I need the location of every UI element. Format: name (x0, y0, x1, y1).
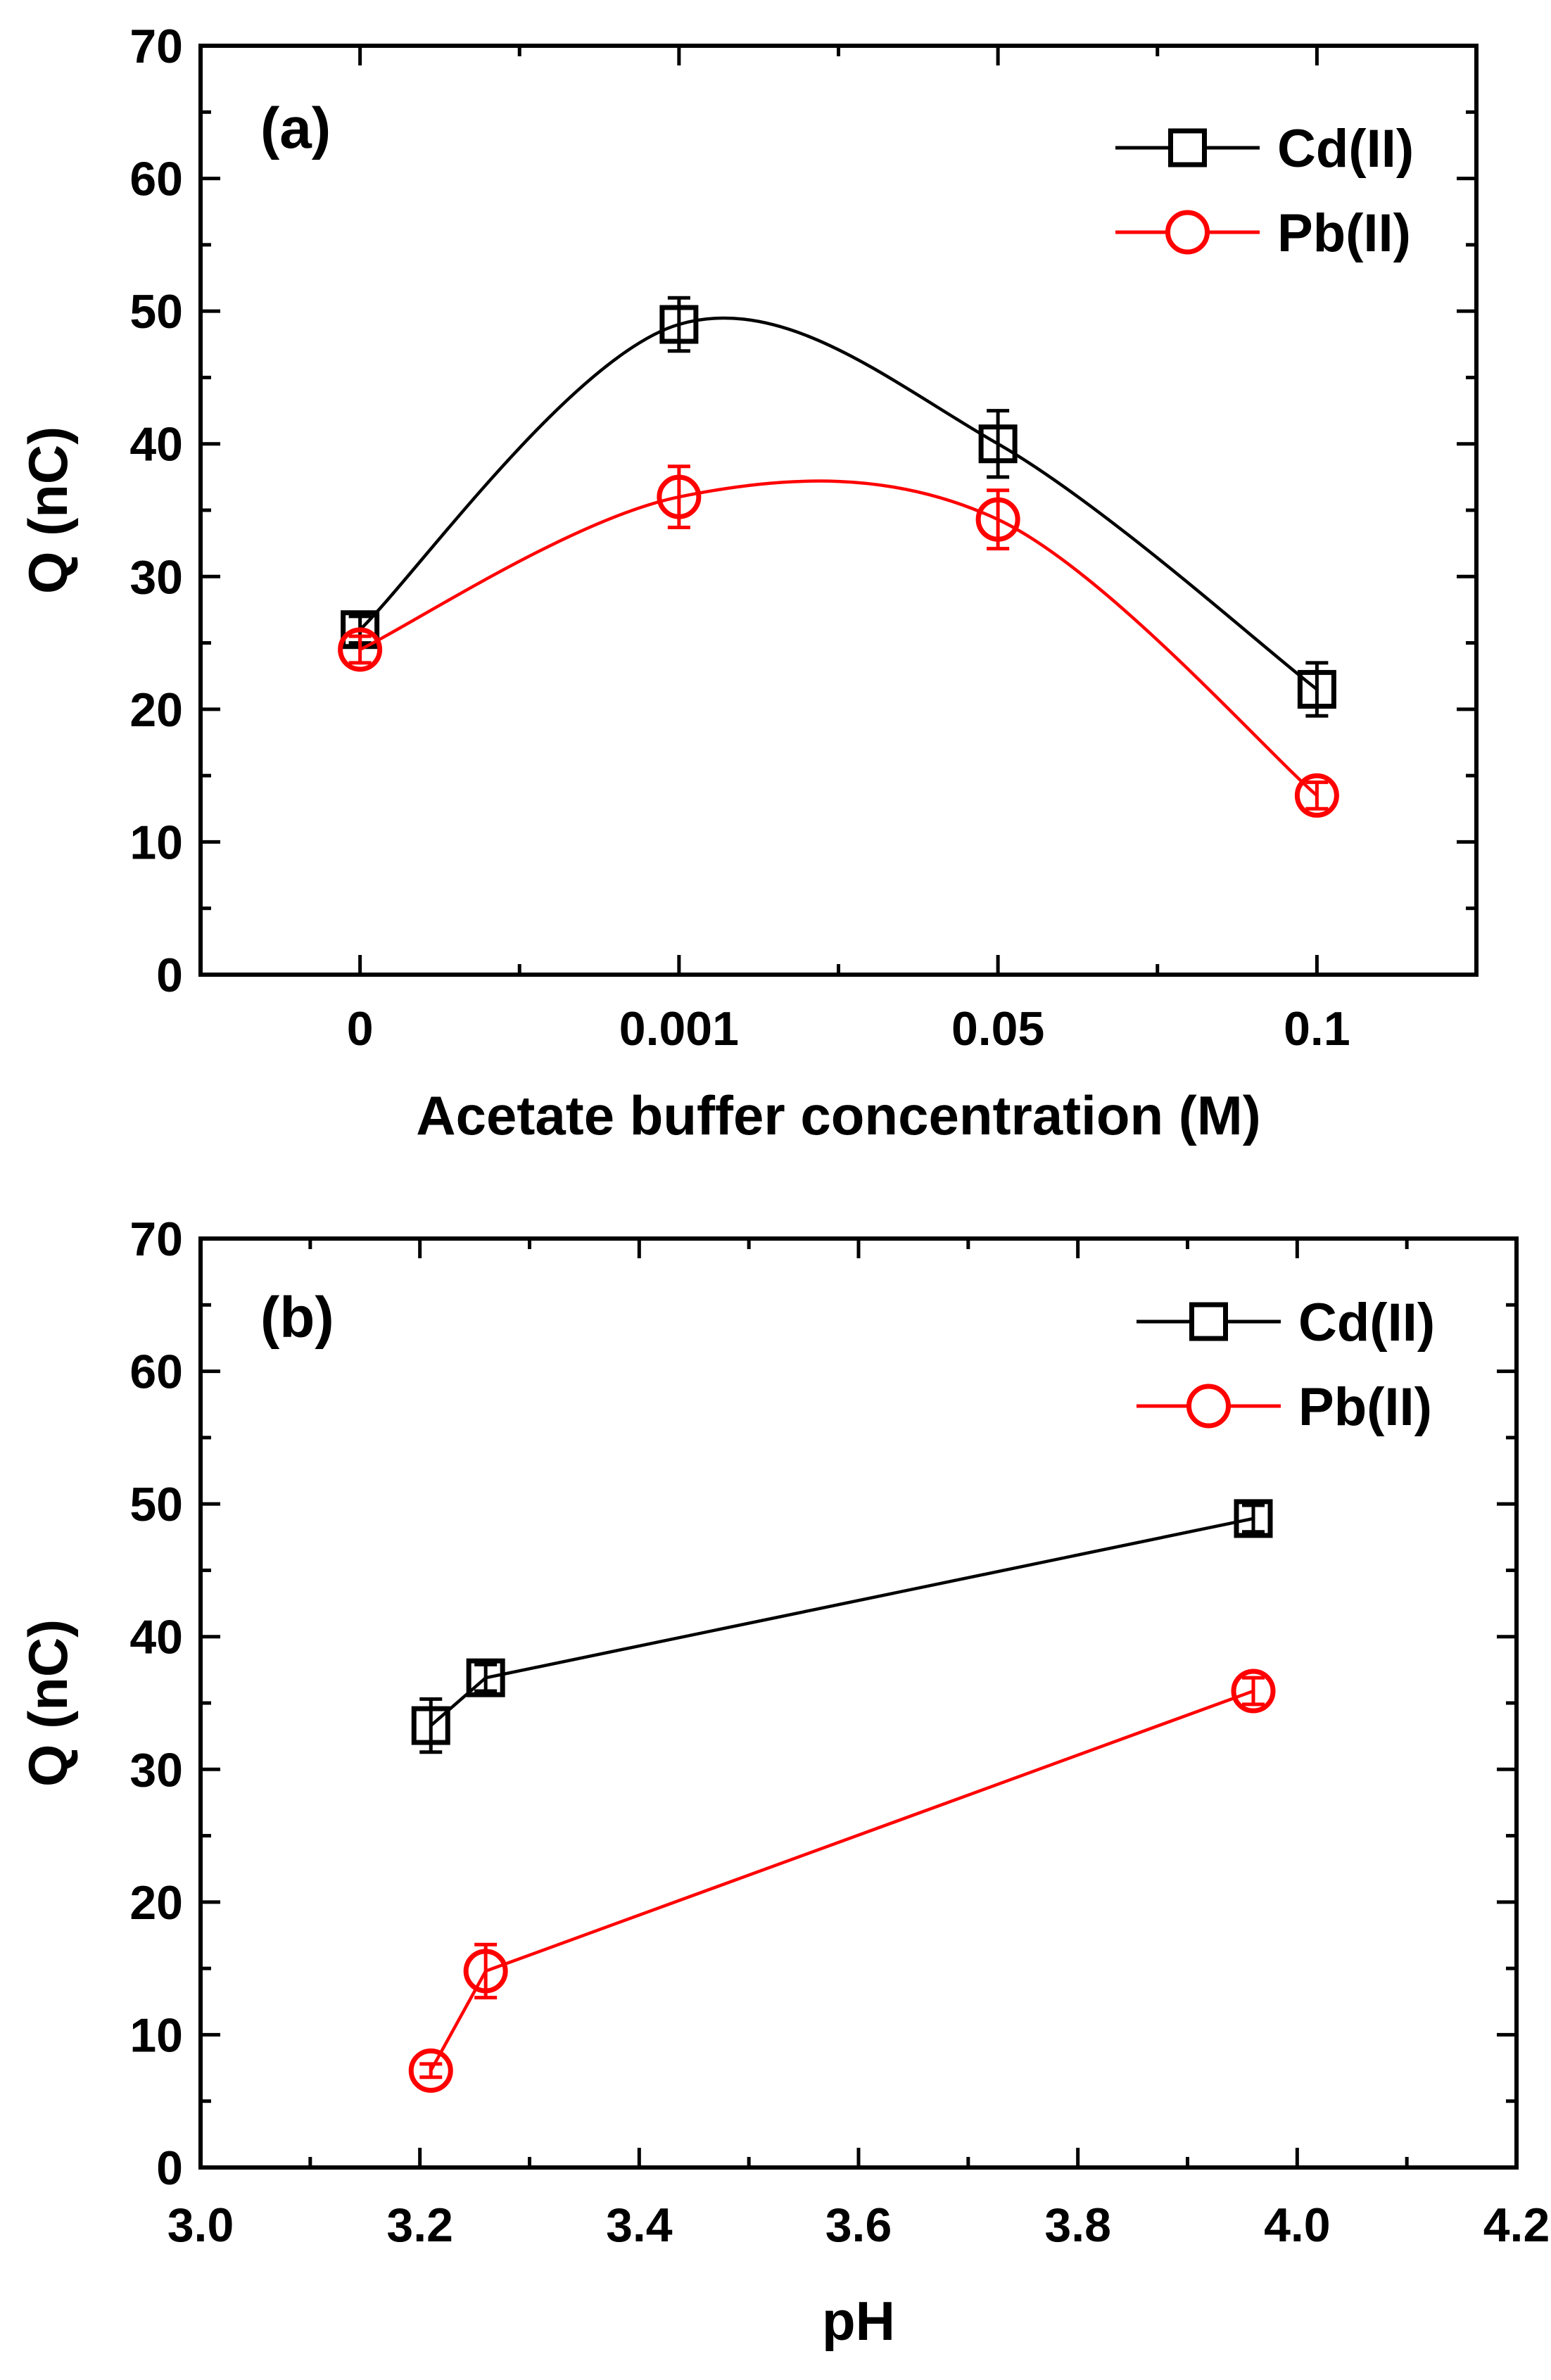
y-axis-title: Q (nC) (17, 426, 79, 594)
y-tick-label: 0 (156, 2141, 183, 2195)
y-tick-label: 50 (129, 1478, 183, 1531)
y-tick-label: 50 (129, 285, 183, 338)
series-line (429, 1689, 1254, 2072)
legend-label: Cd(II) (1298, 1293, 1435, 1353)
data-point-square (978, 424, 1018, 464)
x-axis-title: pH (822, 2290, 895, 2352)
y-tick-label: 10 (129, 816, 183, 869)
y-axis-title: Q (nC) (17, 1619, 79, 1787)
y-tick-label: 40 (129, 418, 183, 471)
y-tick-label: 70 (129, 20, 183, 73)
data-point-square (411, 1706, 450, 1745)
data-point-circle (975, 497, 1020, 542)
data-point-square (466, 1658, 505, 1697)
legend-label: Cd(II) (1277, 119, 1414, 179)
y-tick-label: 10 (129, 2008, 183, 2062)
y-tick-label: 20 (129, 683, 183, 737)
y-tick-label: 0 (156, 949, 183, 1002)
series-Cd(II) (341, 296, 1336, 718)
series-Pb(II) (408, 1669, 1276, 2093)
plot-frame (198, 44, 1479, 977)
data-point-circle (338, 627, 383, 672)
series-Pb(II) (338, 464, 1339, 818)
y-tick-label: 30 (129, 1743, 183, 1797)
panel-a: 0 10 20 30 40 50 60 70 0 0.001 0.05 0.1 Acetate buff… (17, 20, 1479, 1146)
panel-label: (b) (260, 1286, 334, 1350)
x-tick-label: 0.001 (619, 1002, 739, 1056)
x-tick-label: 3.8 (1044, 2198, 1111, 2252)
y-tick-label: 60 (129, 1346, 183, 1399)
series-line (359, 479, 1318, 797)
series-Cd(II) (411, 1499, 1273, 1754)
x-tick-label: 4.0 (1264, 2198, 1331, 2252)
data-point-circle (1294, 773, 1339, 818)
data-point-circle (1231, 1669, 1276, 1714)
data-point-circle (408, 2048, 453, 2093)
x-tick-label: 0.1 (1284, 1002, 1350, 1056)
x-tick-label: 3.6 (825, 2198, 892, 2252)
legend-marker-square (1168, 128, 1207, 167)
data-point-circle (463, 1949, 508, 1994)
series-line (429, 1517, 1254, 1727)
y-tick-label: 40 (129, 1611, 183, 1664)
y-tick-label: 30 (129, 550, 183, 604)
legend-marker-circle (1186, 1384, 1231, 1429)
series-line (359, 316, 1318, 691)
x-axis-title: Acetate buffer concentration (M) (416, 1084, 1260, 1146)
x-tick-label: 3.4 (606, 2198, 673, 2252)
legend-marker-square (1189, 1302, 1228, 1341)
data-point-circle (657, 474, 702, 519)
data-point-square (1297, 670, 1336, 709)
legend-marker-circle (1165, 210, 1210, 255)
x-tick-label: 4.2 (1483, 2198, 1550, 2252)
legend-label: Pb(II) (1298, 1377, 1432, 1437)
x-tick-label: 0 (347, 1002, 374, 1056)
y-tick-label: 60 (129, 153, 183, 206)
x-tick-label: 0.05 (951, 1002, 1044, 1056)
data-point-square (1234, 1499, 1273, 1538)
panel-b: 0 10 20 30 40 50 60 70 3.0 3.2 3.4 3.6 3.8 4.0 4.2 pH Q … (17, 1213, 1550, 2352)
legend-label: Pb(II) (1277, 203, 1411, 263)
y-tick-label: 20 (129, 1876, 183, 1930)
x-tick-label: 3.0 (167, 2198, 234, 2252)
y-tick-label: 70 (129, 1213, 183, 1266)
panel-label: (a) (260, 96, 331, 160)
x-tick-label: 3.2 (386, 2198, 453, 2252)
data-point-square (659, 305, 699, 344)
